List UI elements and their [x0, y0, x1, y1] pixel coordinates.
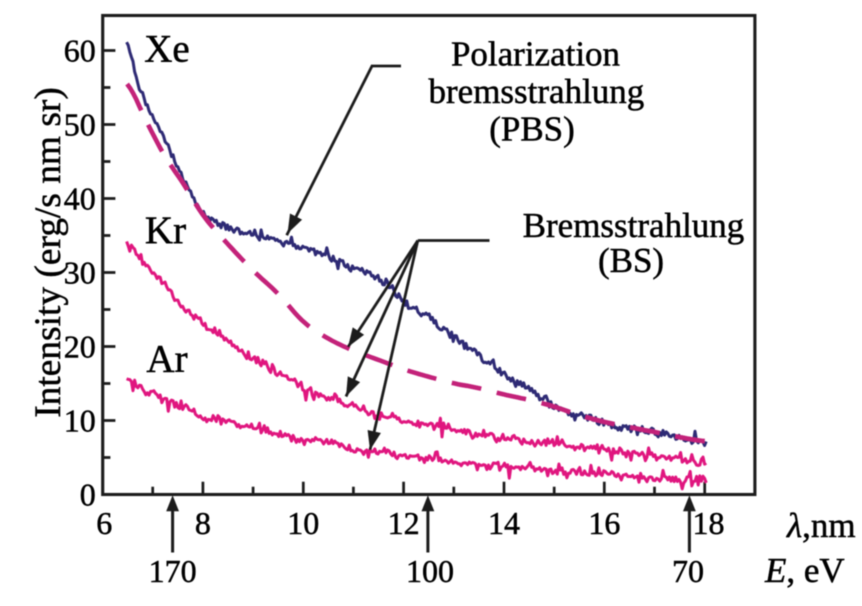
svg-text:18: 18	[693, 505, 725, 541]
svg-text:bremsstrahlung: bremsstrahlung	[429, 72, 645, 111]
svg-text:40: 40	[64, 181, 96, 217]
svg-text:100: 100	[406, 553, 454, 589]
svg-text:(BS): (BS)	[598, 241, 664, 280]
svg-text:12: 12	[388, 505, 420, 541]
svg-text:50: 50	[64, 107, 96, 143]
svg-text:70: 70	[672, 553, 704, 589]
svg-text:16: 16	[588, 505, 620, 541]
svg-text:170: 170	[149, 553, 197, 589]
svg-text:6: 6	[96, 505, 112, 541]
svg-text:Ar: Ar	[146, 338, 187, 381]
svg-text:8: 8	[195, 505, 211, 541]
svg-text:Intensity (erg/s nm sr): Intensity (erg/s nm sr)	[28, 87, 69, 418]
svg-text:(PBS): (PBS)	[489, 110, 575, 149]
svg-text:E, eV: E, eV	[764, 551, 845, 590]
svg-text:10: 10	[287, 505, 319, 541]
svg-text:20: 20	[64, 329, 96, 365]
svg-text:30: 30	[64, 255, 96, 291]
svg-text:Bremsstrahlung: Bremsstrahlung	[523, 206, 745, 245]
svg-text:Xe: Xe	[144, 28, 189, 71]
svg-text:Polarization: Polarization	[451, 35, 620, 74]
svg-text:0: 0	[80, 477, 96, 513]
svg-text:60: 60	[64, 33, 96, 69]
svg-text:λ,nm: λ,nm	[786, 506, 856, 545]
svg-text:Kr: Kr	[145, 209, 186, 252]
svg-text:10: 10	[64, 403, 96, 439]
svg-text:14: 14	[488, 505, 520, 541]
